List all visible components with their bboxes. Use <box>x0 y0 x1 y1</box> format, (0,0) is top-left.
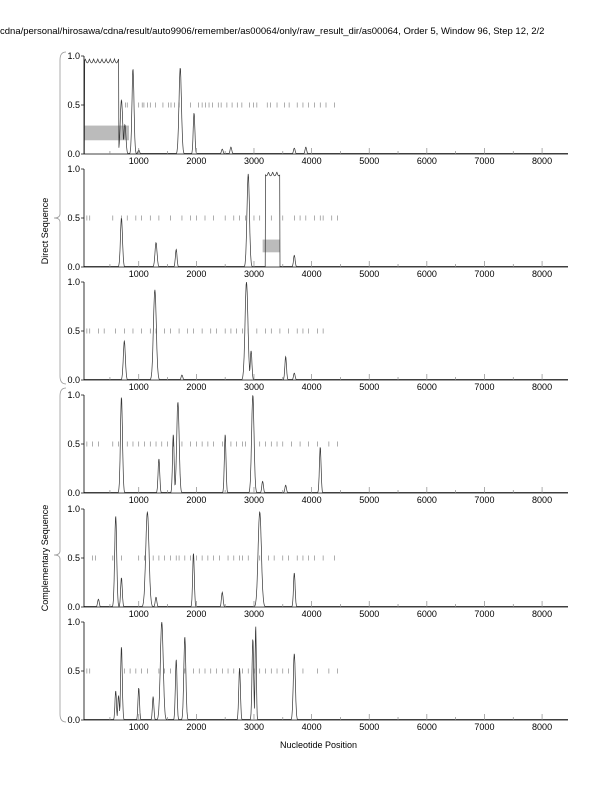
x-tick-label: 7000 <box>474 269 494 279</box>
x-tick-label: 1000 <box>129 609 149 619</box>
highlight-box <box>262 239 280 253</box>
y-tick-label: 0.0 <box>67 375 80 385</box>
x-tick-label: 5000 <box>359 609 379 619</box>
x-tick-label: 1000 <box>129 156 149 166</box>
x-tick-label: 6000 <box>417 609 437 619</box>
x-tick-label: 2000 <box>186 722 206 732</box>
group-label-direct: Direct Sequence <box>40 197 50 265</box>
x-tick-label: 5000 <box>359 382 379 392</box>
highlight-box <box>84 125 129 141</box>
x-tick-label: 7000 <box>474 495 494 505</box>
x-tick-label: 8000 <box>532 269 552 279</box>
y-tick-label: 1.0 <box>67 51 80 61</box>
x-tick-label: 8000 <box>532 722 552 732</box>
series-line <box>83 57 569 154</box>
group-label-complementary: Complementary Sequence <box>40 504 50 612</box>
x-tick-label: 2000 <box>186 495 206 505</box>
x-tick-label: 3000 <box>244 269 264 279</box>
y-tick-label: 0.0 <box>67 149 80 159</box>
x-tick-label: 8000 <box>532 382 552 392</box>
group-brace <box>53 51 67 385</box>
x-tick-label: 4000 <box>302 609 322 619</box>
group-brace <box>53 387 67 723</box>
x-tick-label: 2000 <box>186 382 206 392</box>
x-tick-label: 6000 <box>417 382 437 392</box>
y-tick-label: 1.0 <box>67 277 80 287</box>
chart-title: cdna/personal/hirosawa/cdna/result/auto9… <box>0 26 545 37</box>
y-tick-label: 0.0 <box>67 602 80 612</box>
x-tick-label: 6000 <box>417 156 437 166</box>
x-tick-label: 7000 <box>474 722 494 732</box>
x-tick-label: 3000 <box>244 156 264 166</box>
y-tick-label: 0.0 <box>67 715 80 725</box>
x-tick-label: 6000 <box>417 495 437 505</box>
series-line <box>84 395 569 493</box>
x-tick-label: 7000 <box>474 382 494 392</box>
x-tick-label: 4000 <box>302 495 322 505</box>
y-tick-label: 0.5 <box>67 213 80 223</box>
series-line <box>84 621 569 720</box>
x-tick-label: 4000 <box>302 269 322 279</box>
x-tick-label: 1000 <box>129 269 149 279</box>
x-tick-label: 2000 <box>186 609 206 619</box>
x-tick-label: 6000 <box>417 269 437 279</box>
x-tick-label: 8000 <box>532 609 552 619</box>
x-tick-label: 4000 <box>302 722 322 732</box>
y-tick-label: 0.5 <box>67 439 80 449</box>
x-tick-label: 5000 <box>359 269 379 279</box>
y-tick-label: 0.5 <box>67 100 80 110</box>
x-tick-label: 3000 <box>244 722 264 732</box>
x-tick-label: 7000 <box>474 609 494 619</box>
y-tick-label: 0.5 <box>67 553 80 563</box>
series-line <box>84 510 569 607</box>
y-tick-label: 0.0 <box>67 488 80 498</box>
x-tick-label: 2000 <box>186 269 206 279</box>
x-tick-label: 5000 <box>359 722 379 732</box>
x-axis-label: Nucleotide Position <box>280 740 358 750</box>
x-tick-label: 4000 <box>302 382 322 392</box>
y-tick-label: 0.0 <box>67 262 80 272</box>
y-tick-label: 1.0 <box>67 164 80 174</box>
x-tick-label: 3000 <box>244 495 264 505</box>
y-tick-label: 0.5 <box>67 326 80 336</box>
x-tick-label: 3000 <box>244 382 264 392</box>
x-tick-label: 8000 <box>532 495 552 505</box>
y-tick-label: 1.0 <box>67 617 80 627</box>
x-tick-label: 1000 <box>129 722 149 732</box>
x-tick-label: 5000 <box>359 156 379 166</box>
x-tick-label: 2000 <box>186 156 206 166</box>
series-line <box>84 281 569 380</box>
x-tick-label: 1000 <box>129 495 149 505</box>
series-line <box>84 171 569 267</box>
x-tick-label: 7000 <box>474 156 494 166</box>
x-tick-label: 5000 <box>359 495 379 505</box>
x-tick-label: 6000 <box>417 722 437 732</box>
y-tick-label: 1.0 <box>67 504 80 514</box>
x-tick-label: 4000 <box>302 156 322 166</box>
x-tick-label: 8000 <box>532 156 552 166</box>
y-tick-label: 0.5 <box>67 666 80 676</box>
y-tick-label: 1.0 <box>67 390 80 400</box>
x-tick-label: 1000 <box>129 382 149 392</box>
x-tick-label: 3000 <box>244 609 264 619</box>
